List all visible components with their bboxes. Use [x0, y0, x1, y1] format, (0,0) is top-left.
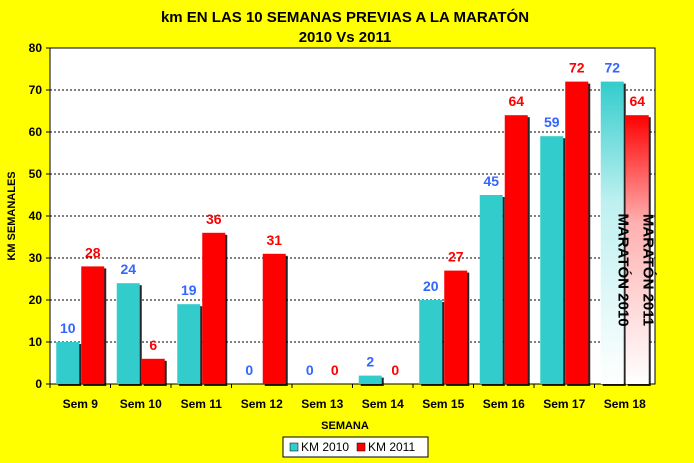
y-tick-label: 40	[29, 209, 43, 223]
bar-2011	[625, 115, 649, 384]
y-tick-label: 30	[29, 251, 43, 265]
data-label-2011: 36	[206, 211, 222, 227]
data-label-2010: 0	[245, 362, 253, 378]
x-tick-label: Sem 13	[301, 397, 343, 411]
y-tick-label: 10	[29, 335, 43, 349]
legend-swatch-2011	[356, 442, 366, 452]
y-axis-ticks: 0 10 20 30 40 50 60 70 80	[29, 41, 50, 391]
data-label-2011: 6	[149, 337, 157, 353]
x-tick-label: Sem 12	[241, 397, 283, 411]
bar-2010	[116, 283, 140, 384]
chart-subtitle: 2010 Vs 2011	[299, 29, 392, 46]
bar-2010	[358, 375, 382, 384]
data-label-2011: 0	[331, 362, 339, 378]
data-label-2010: 19	[181, 282, 197, 298]
data-label-2011: 64	[508, 93, 524, 109]
chart-title: km EN LAS 10 SEMANAS PREVIAS A LA MARATÓ…	[161, 8, 529, 26]
marathon-annotation-2011: MARATÓN 2011	[639, 214, 657, 326]
x-axis-label: SEMANA	[321, 420, 369, 432]
bar-2010	[600, 81, 624, 384]
x-tick-label: Sem 16	[483, 397, 525, 411]
bar-2011	[81, 266, 105, 384]
legend-swatch-2010	[289, 442, 299, 452]
data-label-2011: 27	[448, 249, 464, 265]
x-tick-label: Sem 9	[63, 397, 99, 411]
legend: KM 2010 KM 2011	[282, 436, 429, 458]
x-tick-label: Sem 17	[543, 397, 585, 411]
y-tick-label: 20	[29, 293, 43, 307]
data-label-2010: 59	[544, 114, 560, 130]
data-label-2010: 24	[120, 261, 136, 277]
data-label-2011: 72	[569, 60, 585, 76]
bar-2010	[419, 300, 443, 384]
data-label-2010: 0	[306, 362, 314, 378]
data-label-2010: 20	[423, 278, 439, 294]
y-tick-label: 70	[29, 83, 43, 97]
bar-2010	[177, 304, 201, 384]
y-axis-label: KM SEMANALES	[6, 171, 18, 260]
x-tick-label: Sem 11	[181, 397, 223, 411]
data-label-2011: 28	[85, 244, 101, 260]
legend-box	[282, 436, 429, 458]
data-label-2010: 2	[366, 354, 374, 370]
bar-2011	[565, 81, 589, 384]
bar-2011	[202, 232, 226, 384]
bar-2011	[504, 115, 528, 384]
data-label-2011: 0	[391, 362, 399, 378]
x-tick-label: Sem 10	[120, 397, 162, 411]
data-label-2010: 10	[60, 320, 76, 336]
data-label-2010: 45	[483, 173, 499, 189]
y-tick-label: 80	[29, 41, 43, 55]
bar-2010	[56, 342, 80, 384]
data-label-2011: 64	[629, 93, 645, 109]
bar-2010	[479, 195, 503, 384]
marathon-annotation-2010: MARATÓN 2010	[614, 213, 632, 326]
legend-label-2010: KM 2010	[301, 440, 349, 454]
legend-label-2011: KM 2011	[368, 440, 415, 454]
x-tick-label: Sem 18	[604, 397, 646, 411]
y-tick-label: 60	[29, 125, 43, 139]
x-tick-label: Sem 14	[362, 397, 404, 411]
bar-2011	[141, 358, 165, 384]
bar-2011	[262, 253, 286, 384]
bar-2011	[444, 270, 468, 384]
bar-2010	[540, 136, 564, 384]
x-axis-ticks: Sem 9 Sem 10 Sem 11 Sem 12 Sem 13 Sem 14 Sem 1…	[49, 384, 646, 411]
data-label-2011: 31	[266, 232, 282, 248]
y-tick-label: 0	[35, 377, 42, 391]
x-tick-label: Sem 15	[422, 397, 464, 411]
data-label-2010: 72	[604, 60, 620, 76]
y-tick-label: 50	[29, 167, 43, 181]
